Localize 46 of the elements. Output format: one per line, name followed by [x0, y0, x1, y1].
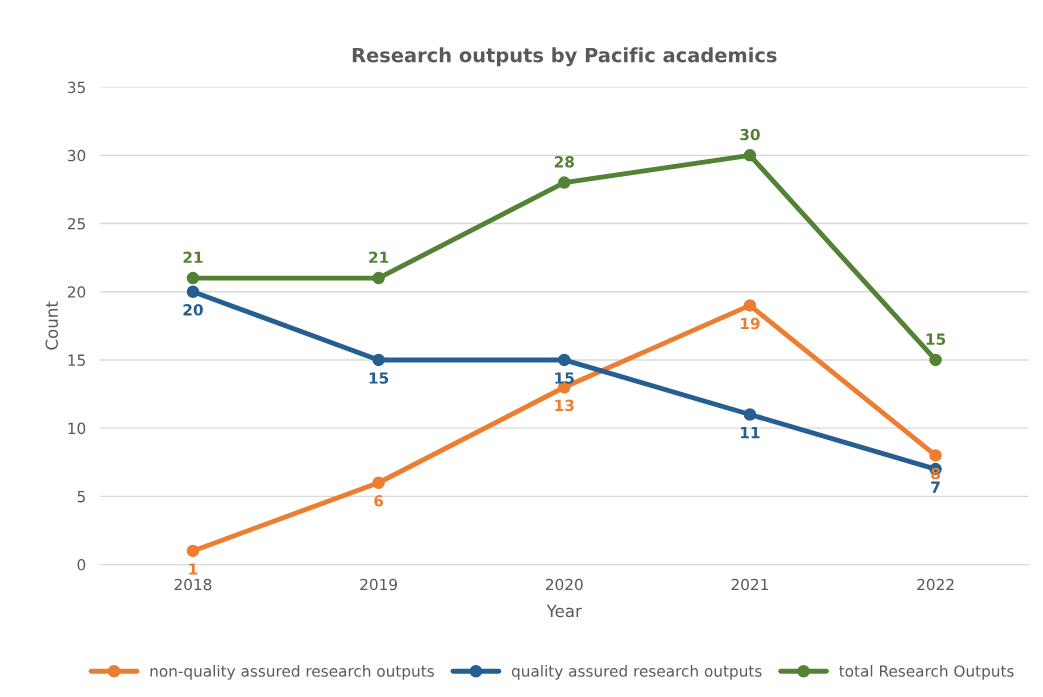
data-label: 15: [926, 333, 946, 345]
y-tick-label: 20: [67, 286, 86, 298]
x-tick-label: 2020: [545, 578, 583, 591]
x-tick-label: 2018: [174, 578, 212, 591]
y-tick-label: 25: [67, 218, 85, 230]
legend-label: total Research Outputs: [839, 664, 1014, 680]
data-label: 11: [741, 427, 760, 439]
point: [186, 285, 200, 298]
point: [558, 176, 571, 189]
point: [743, 299, 757, 312]
data-label: 19: [741, 317, 760, 330]
point: [372, 476, 385, 489]
point: [186, 271, 200, 285]
data-label: 6: [374, 495, 384, 507]
point: [558, 353, 571, 367]
data-label: 30: [740, 128, 760, 141]
y-tick-label: 5: [77, 491, 85, 503]
y-tick-label: 35: [67, 81, 85, 94]
x-tick-label: 2022: [917, 578, 954, 591]
x-tick-label: 2019: [360, 578, 397, 591]
chart-title: Research outputs by Pacific academics: [352, 47, 777, 67]
point: [372, 271, 385, 285]
data-label: 7: [931, 481, 940, 493]
point: [743, 408, 757, 421]
data-label: 15: [369, 372, 389, 384]
point: [929, 449, 942, 462]
data-label: 15: [555, 372, 574, 384]
y-tick-label: 15: [68, 354, 85, 366]
y-axis-title: Count: [45, 301, 59, 350]
data-label: 28: [554, 156, 574, 168]
data-label: 21: [183, 251, 203, 263]
legend-label: quality assured research outputs: [511, 664, 762, 680]
legend-label: non-quality assured research outputs: [150, 664, 434, 680]
point: [186, 544, 200, 558]
point: [743, 149, 757, 162]
data-label: 21: [369, 251, 389, 263]
point: [372, 353, 385, 367]
x-axis-title: Year: [546, 604, 582, 618]
y-tick-label: 30: [67, 149, 86, 162]
y-tick-label: 0: [77, 559, 86, 571]
y-tick-label: 10: [68, 422, 86, 435]
point: [929, 353, 942, 367]
data-label: 20: [183, 304, 203, 316]
data-label: 13: [555, 399, 574, 412]
data-label: 1: [189, 563, 198, 575]
x-tick-label: 2021: [731, 578, 768, 591]
